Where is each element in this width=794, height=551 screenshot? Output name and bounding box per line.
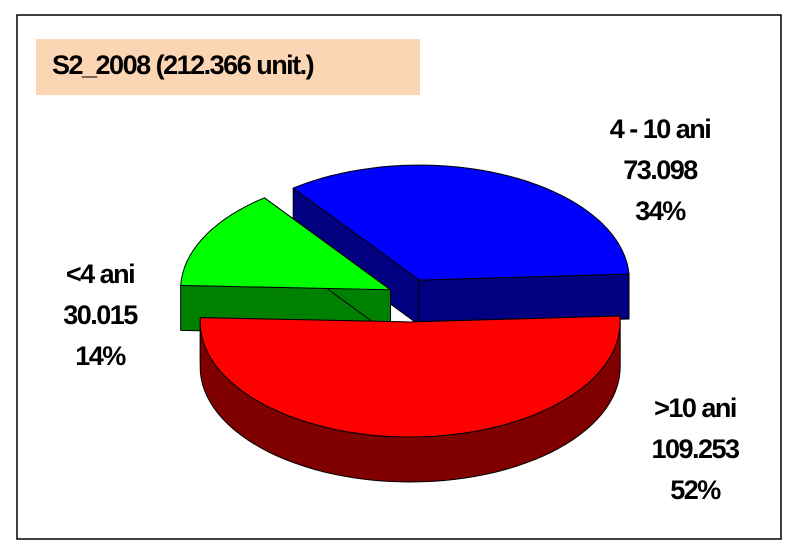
slice — [199, 315, 621, 438]
slice-category-label: >10 ani — [654, 393, 736, 423]
slice — [180, 197, 392, 291]
slice-value-label: 30.015 — [63, 300, 138, 330]
slice-value-label: 109.253 — [651, 434, 740, 464]
slice-category-label: <4 ani — [66, 259, 134, 289]
slice — [292, 164, 630, 281]
slice-percent-label: 52% — [670, 475, 721, 505]
slice-percent-label: 14% — [75, 341, 126, 371]
slice-percent-label: 34% — [635, 196, 686, 226]
pie — [180, 164, 630, 483]
slice-category-label: 4 - 10 ani — [610, 114, 711, 144]
chart-title: S2_2008 (212.366 unit.) — [52, 50, 314, 80]
slice-value-label: 73.098 — [623, 155, 698, 185]
title-box — [36, 39, 420, 95]
labels: >10 ani 109.253 52% <4 ani 30.015 14% 4 - 10 a… — [63, 114, 741, 505]
